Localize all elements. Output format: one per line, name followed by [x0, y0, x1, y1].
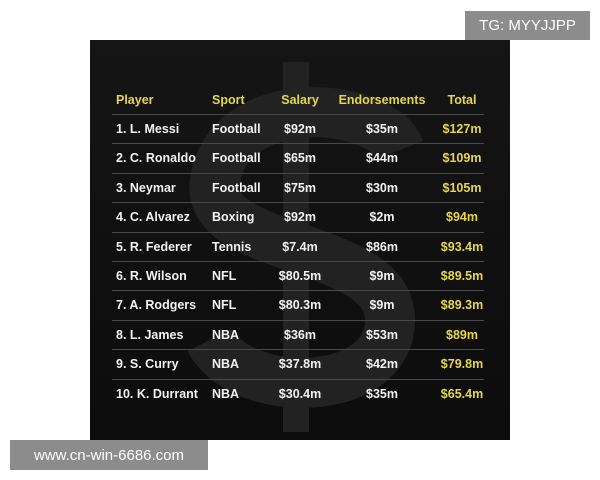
row-divider — [112, 261, 484, 262]
cell-total: $79.8m — [440, 357, 484, 372]
header-sport: Sport — [212, 93, 245, 107]
watermark-top: TG: MYYJJPP — [465, 11, 590, 40]
cell-player: 4. C. Alvarez — [116, 210, 190, 225]
row-divider — [112, 349, 484, 351]
cell-sport: Football — [212, 122, 261, 136]
row-divider — [112, 114, 484, 115]
cell-total: $89m — [446, 327, 478, 342]
cell-endorsements: $9m — [369, 269, 395, 283]
cell-total: $94m — [446, 210, 478, 225]
row-divider — [112, 378, 484, 380]
cell-player: 8. L. James — [116, 327, 184, 342]
cell-total: $93.4m — [440, 239, 484, 254]
cell-endorsements: $35m — [366, 122, 398, 136]
cell-salary: $92m — [284, 122, 316, 136]
cell-player: 7. A. Rodgers — [116, 298, 197, 313]
row-divider — [112, 202, 484, 204]
cell-sport: NBA — [212, 327, 240, 342]
table-panel: Player Sport Salary Endorsements Total 1. L. … — [90, 40, 510, 440]
cell-endorsements: $42m — [366, 357, 398, 372]
watermark-text: TG: MYYJJPP — [479, 17, 576, 34]
cell-salary: $75m — [284, 180, 316, 195]
cell-salary: $7.4m — [282, 239, 318, 254]
cell-player: 3. Neymar — [116, 180, 176, 195]
cell-sport: Tennis — [212, 239, 252, 254]
cell-total: $109m — [442, 151, 482, 166]
watermark-bottom: www.cn-win-6686.com — [10, 440, 208, 470]
cell-sport: Boxing — [212, 210, 255, 225]
header-player: Player — [116, 93, 154, 107]
cell-total: $89.3m — [440, 298, 484, 313]
header-total: Total — [447, 93, 477, 107]
cell-salary: $80.3m — [278, 298, 322, 313]
cell-salary: $37.8m — [278, 357, 322, 372]
row-divider — [112, 143, 484, 145]
cell-total: $65.4m — [440, 386, 484, 401]
cell-sport: NFL — [212, 298, 237, 313]
cell-endorsements: $86m — [366, 239, 398, 254]
cell-sport: NBA — [212, 357, 240, 372]
cell-salary: $30.4m — [278, 386, 322, 401]
row-divider — [112, 231, 484, 233]
cell-endorsements: $35m — [366, 386, 398, 401]
row-divider — [112, 290, 484, 292]
cell-salary: $36m — [284, 327, 316, 342]
cell-endorsements: $44m — [366, 151, 398, 166]
cell-sport: Football — [212, 180, 261, 195]
cell-sport: NFL — [212, 269, 237, 283]
header-salary: Salary — [281, 93, 319, 107]
cell-sport: Football — [212, 151, 261, 166]
cell-endorsements: $9m — [369, 298, 395, 313]
cell-total: $89.5m — [440, 269, 484, 283]
header-endorsements: Endorsements — [338, 93, 426, 107]
cell-endorsements: $2m — [369, 210, 395, 225]
cell-player: 5. R. Federer — [116, 239, 192, 254]
cell-player: 6. R. Wilson — [116, 269, 187, 283]
cell-endorsements: $53m — [366, 327, 398, 342]
cell-player: 10. K. Durrant — [116, 386, 198, 401]
row-divider — [112, 319, 484, 321]
cell-sport: NBA — [212, 386, 240, 401]
cell-total: $105m — [442, 180, 482, 195]
cell-salary: $80.5m — [278, 269, 322, 283]
cell-salary: $92m — [284, 210, 316, 225]
dollar-sign-background — [187, 62, 424, 432]
cell-salary: $65m — [284, 151, 316, 166]
cell-total: $127m — [442, 122, 482, 136]
cell-player: 1. L. Messi — [116, 122, 180, 136]
cell-player: 9. S. Curry — [116, 357, 179, 372]
dollar-curve — [187, 87, 424, 408]
row-divider — [112, 172, 484, 174]
cell-player: 2. C. Ronaldo — [116, 151, 196, 166]
watermark-text: www.cn-win-6686.com — [33, 446, 185, 464]
cell-endorsements: $30m — [366, 180, 398, 195]
